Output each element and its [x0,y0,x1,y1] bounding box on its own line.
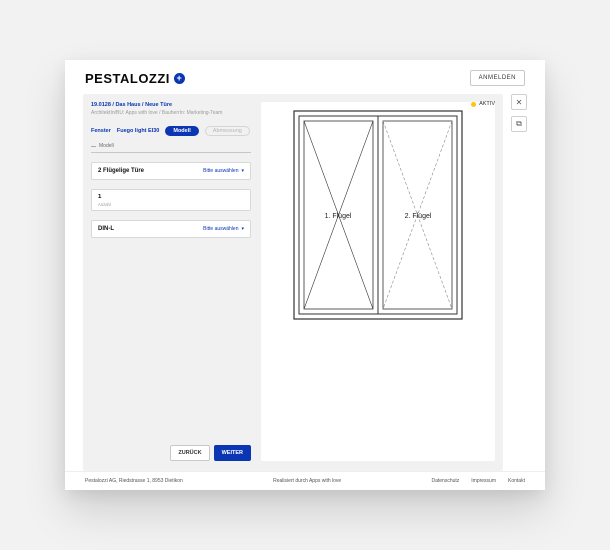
section-label: Modell [91,143,251,149]
footer: Pestalozzi AG, Riedstrasse 1, 8953 Dieti… [65,471,545,490]
leaf2-label: 2. Flügel [405,213,432,220]
close-icon: ✕ [516,98,523,107]
chevron-down-icon: ▾ [241,226,244,232]
brand-plus-icon: + [174,73,185,84]
tab-fenster[interactable]: Fenster [91,126,111,136]
field-door-type[interactable]: 2 Flügelige Türe Bitte auswählen ▾ [91,162,251,180]
subline: ArchitektIn/BU: Apps with love / Bauherr… [91,110,251,116]
tab-fuego[interactable]: Fuego light EI30 [117,126,159,136]
panel-right: 1. Flügel 2. Flügel [261,102,495,461]
status-badge: AKTIV [471,101,495,107]
door-preview: 1. Flügel 2. Flügel [293,110,463,320]
din-action-label: Bitte auswählen [203,226,238,232]
din-select[interactable]: Bitte auswählen ▾ [203,226,244,232]
copy-icon: ⧉ [516,119,522,129]
breadcrumb[interactable]: 19.0128 / Das Haus / Neue Türe [91,102,251,108]
copy-button[interactable]: ⧉ [511,116,527,132]
status-label: AKTIV [479,101,495,107]
door-type-value: 2 Flügelige Türe [98,168,144,174]
status-dot-icon [471,102,476,107]
brand-text: PESTALOZZI [85,71,170,86]
footer-link-contact[interactable]: Kontakt [508,478,525,484]
topbar: PESTALOZZI + ANMELDEN [65,60,545,94]
chevron-down-icon: ▾ [241,168,244,174]
next-button[interactable]: WEITER [214,445,251,461]
tab-strip: Fenster Fuego light EI30 Modell Abmessun… [91,126,251,136]
quantity-hint: Anzahl [98,202,111,207]
tab-modell[interactable]: Modell [165,126,198,136]
content-area: AKTIV 19.0128 / Das Haus / Neue Türe Arc… [65,94,545,471]
footer-link-imprint[interactable]: Impressum [471,478,496,484]
door-type-select[interactable]: Bitte auswählen ▾ [203,168,244,174]
section-rule [91,152,251,153]
footer-link-privacy[interactable]: Datenschutz [431,478,459,484]
tab-abmessung: Abmessung [205,126,250,136]
close-button[interactable]: ✕ [511,94,527,110]
footer-credit: Realisiert durch Apps with love [273,478,341,484]
login-button[interactable]: ANMELDEN [470,70,525,86]
nav-buttons: ZURÜCK WEITER [91,445,251,461]
din-value: DIN-L [98,226,114,232]
field-quantity[interactable]: Anzahl [91,189,251,211]
brand-logo: PESTALOZZI + [85,71,185,86]
footer-company: Pestalozzi AG, Riedstrasse 1, 8953 Dieti… [85,478,183,484]
panel-left: 19.0128 / Das Haus / Neue Türe Architekt… [91,102,251,461]
leaf1-label: 1. Flügel [325,213,352,220]
footer-links: Datenschutz Impressum Kontakt [431,478,525,484]
config-panel: AKTIV 19.0128 / Das Haus / Neue Türe Arc… [83,94,503,471]
back-button[interactable]: ZURÜCK [170,445,209,461]
side-actions: ✕ ⧉ [511,94,527,471]
app-frame: PESTALOZZI + ANMELDEN AKTIV 19.0128 / Da… [65,60,545,490]
quantity-input[interactable] [98,194,244,200]
door-type-action-label: Bitte auswählen [203,168,238,174]
field-din[interactable]: DIN-L Bitte auswählen ▾ [91,220,251,238]
